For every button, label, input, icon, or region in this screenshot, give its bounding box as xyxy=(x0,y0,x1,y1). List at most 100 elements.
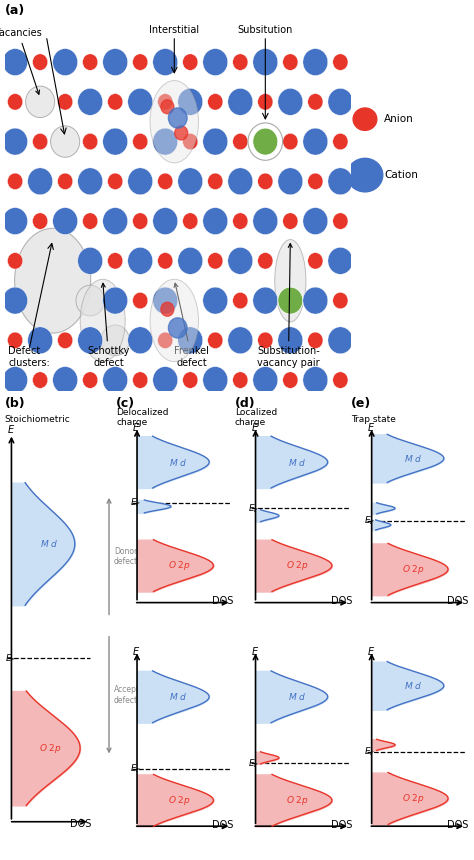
Circle shape xyxy=(283,54,298,71)
Circle shape xyxy=(303,207,328,235)
Circle shape xyxy=(103,207,128,235)
Text: Delocalized
charge: Delocalized charge xyxy=(116,408,169,427)
Text: Subsitution: Subsitution xyxy=(237,25,293,34)
Circle shape xyxy=(333,292,348,309)
Circle shape xyxy=(208,332,223,348)
Circle shape xyxy=(233,213,248,230)
Text: $O$ $2p$: $O$ $2p$ xyxy=(286,559,309,572)
Circle shape xyxy=(182,54,198,71)
Circle shape xyxy=(26,86,55,118)
Circle shape xyxy=(133,372,148,389)
Circle shape xyxy=(153,287,178,314)
Text: $M$ $d$: $M$ $d$ xyxy=(40,538,58,550)
Circle shape xyxy=(353,108,377,131)
Text: E: E xyxy=(251,647,257,657)
Circle shape xyxy=(168,318,187,338)
Circle shape xyxy=(203,207,228,235)
Circle shape xyxy=(108,173,123,189)
Circle shape xyxy=(153,366,178,394)
Circle shape xyxy=(103,366,128,394)
Text: $O$ $2p$: $O$ $2p$ xyxy=(402,792,425,805)
Circle shape xyxy=(33,54,48,71)
Circle shape xyxy=(308,253,323,269)
Text: (c): (c) xyxy=(116,397,135,410)
Circle shape xyxy=(133,292,148,309)
Circle shape xyxy=(153,128,178,155)
Circle shape xyxy=(253,366,278,394)
Circle shape xyxy=(233,372,248,389)
Circle shape xyxy=(258,253,273,269)
Circle shape xyxy=(33,372,48,389)
Text: $M$ $d$: $M$ $d$ xyxy=(404,453,422,464)
Circle shape xyxy=(278,287,303,314)
Circle shape xyxy=(303,366,328,394)
Circle shape xyxy=(228,89,253,115)
Circle shape xyxy=(258,173,273,189)
Circle shape xyxy=(228,248,253,274)
Text: DOS: DOS xyxy=(331,596,352,606)
Circle shape xyxy=(278,168,303,195)
Circle shape xyxy=(347,158,383,192)
Circle shape xyxy=(168,108,187,128)
Text: $E_F$: $E_F$ xyxy=(248,757,260,770)
Circle shape xyxy=(258,94,273,110)
Circle shape xyxy=(328,327,353,353)
Text: Trap state: Trap state xyxy=(351,415,396,423)
Circle shape xyxy=(27,327,53,353)
Text: Donor
defect: Donor defect xyxy=(114,546,138,566)
Text: $M$ $d$: $M$ $d$ xyxy=(170,691,188,703)
Text: Stoichiometric: Stoichiometric xyxy=(5,415,71,423)
Text: Schottky
defect: Schottky defect xyxy=(87,283,130,368)
Circle shape xyxy=(233,292,248,309)
Text: E: E xyxy=(8,426,14,435)
Circle shape xyxy=(53,207,78,235)
Circle shape xyxy=(283,213,298,230)
Circle shape xyxy=(253,128,278,155)
Text: $M$ $d$: $M$ $d$ xyxy=(404,680,422,691)
Circle shape xyxy=(82,133,98,150)
Circle shape xyxy=(78,89,103,115)
Circle shape xyxy=(333,372,348,389)
Text: Frenkel
defect: Frenkel defect xyxy=(174,283,209,368)
Circle shape xyxy=(3,207,27,235)
Ellipse shape xyxy=(275,240,306,322)
Ellipse shape xyxy=(150,280,199,361)
Circle shape xyxy=(328,248,353,274)
Circle shape xyxy=(53,49,78,76)
Circle shape xyxy=(178,168,203,195)
Text: $E_F$: $E_F$ xyxy=(129,496,141,509)
Text: Acceptor
defect: Acceptor defect xyxy=(114,685,148,705)
Text: $M$ $d$: $M$ $d$ xyxy=(170,457,188,468)
Text: DOS: DOS xyxy=(70,819,91,829)
Text: Substitution-
vacancy pair: Substitution- vacancy pair xyxy=(257,243,320,368)
Circle shape xyxy=(103,49,128,76)
Text: (b): (b) xyxy=(5,397,26,410)
Circle shape xyxy=(108,94,123,110)
Circle shape xyxy=(158,253,173,269)
Circle shape xyxy=(333,133,348,150)
Text: $E_F$: $E_F$ xyxy=(5,652,17,665)
Text: $O$ $2p$: $O$ $2p$ xyxy=(286,794,309,807)
Circle shape xyxy=(158,173,173,189)
Text: Vacancies: Vacancies xyxy=(0,28,43,95)
Circle shape xyxy=(328,89,353,115)
Circle shape xyxy=(303,49,328,76)
Circle shape xyxy=(258,332,273,348)
Circle shape xyxy=(33,213,48,230)
Circle shape xyxy=(3,287,27,314)
Text: DOS: DOS xyxy=(212,596,234,606)
Circle shape xyxy=(128,89,153,115)
Circle shape xyxy=(128,248,153,274)
Ellipse shape xyxy=(150,81,199,163)
Circle shape xyxy=(308,173,323,189)
Text: Defect
clusters:: Defect clusters: xyxy=(8,347,50,368)
Text: E: E xyxy=(251,423,257,433)
Text: (d): (d) xyxy=(235,397,255,410)
Text: E: E xyxy=(367,423,374,433)
Circle shape xyxy=(78,168,103,195)
Circle shape xyxy=(158,94,173,110)
Text: Interstitial: Interstitial xyxy=(149,25,200,34)
Circle shape xyxy=(283,133,298,150)
Circle shape xyxy=(278,89,303,115)
Circle shape xyxy=(203,366,228,394)
